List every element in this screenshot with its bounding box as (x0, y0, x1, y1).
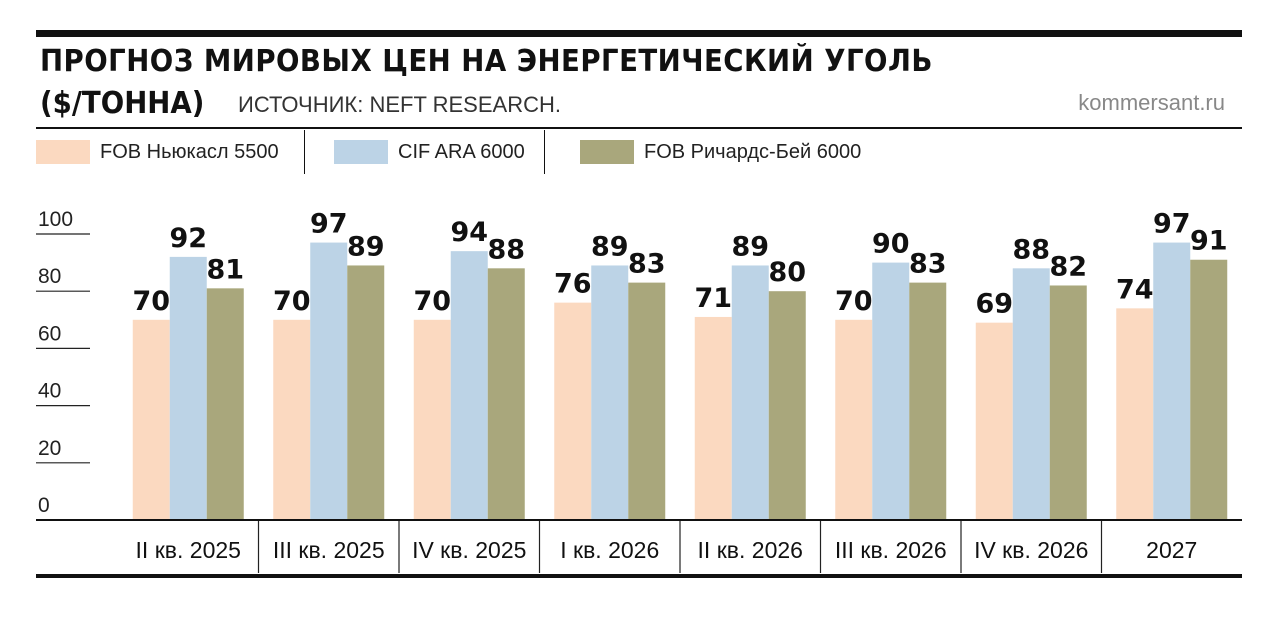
data-label: 89 (731, 231, 769, 262)
legend-swatch-richards-bay (580, 140, 634, 164)
y-tick-label: 20 (38, 437, 61, 460)
legend-separator (304, 130, 305, 174)
bar (413, 319, 451, 520)
data-label: 82 (1049, 251, 1087, 282)
x-category-label: IV кв. 2025 (412, 537, 526, 563)
y-tick-label: 100 (38, 208, 73, 231)
bar (768, 291, 806, 520)
bar (1049, 285, 1087, 520)
bottom-rule (36, 574, 1242, 578)
legend-separator (544, 130, 545, 174)
source-note: ИСТОЧНИК: NEFT RESEARCH. (238, 92, 561, 117)
data-label: 70 (132, 286, 170, 317)
data-label: 80 (768, 257, 806, 288)
legend-swatch-ara (334, 140, 388, 164)
chart-title: ПРОГНОЗ МИРОВЫХ ЦЕН НА ЭНЕРГЕТИЧЕСКИЙ УГ… (40, 44, 933, 79)
legend-label-ara: CIF ARA 6000 (398, 140, 525, 163)
bar (909, 282, 947, 520)
data-label: 88 (487, 234, 525, 265)
x-category-label: II кв. 2026 (698, 537, 803, 563)
data-label: 91 (1190, 226, 1228, 257)
bar (975, 322, 1013, 520)
y-tick-label: 40 (38, 380, 61, 403)
x-category-label: III кв. 2025 (273, 537, 385, 563)
bar (1012, 268, 1050, 520)
data-label: 94 (450, 217, 488, 248)
y-tick-label: 0 (38, 494, 50, 517)
data-label: 97 (1153, 209, 1191, 240)
bar (628, 282, 666, 520)
bar (554, 302, 592, 520)
top-rule (36, 30, 1242, 37)
data-label: 83 (628, 249, 666, 280)
legend: FOB Ньюкасл 5500 CIF ARA 6000 FOB Ричард… (36, 130, 936, 174)
data-label: 92 (169, 223, 207, 254)
bar (1116, 308, 1154, 520)
legend-swatch-newcastle (36, 140, 90, 164)
bar (450, 251, 488, 520)
data-label: 70 (273, 286, 311, 317)
data-label: 89 (591, 231, 629, 262)
bar (591, 265, 629, 520)
bar (310, 242, 348, 520)
x-category-label: I кв. 2026 (560, 537, 659, 563)
data-label: 70 (413, 286, 451, 317)
legend-label-newcastle: FOB Ньюкасл 5500 (100, 140, 279, 163)
bar (1153, 242, 1191, 520)
y-tick-label: 60 (38, 322, 61, 345)
legend-label-richards-bay: FOB Ричардс-Бей 6000 (644, 140, 862, 163)
data-label: 74 (1116, 274, 1154, 305)
data-label: 90 (872, 229, 910, 260)
legend-item-ara: CIF ARA 6000 (334, 130, 525, 174)
data-label: 88 (1012, 234, 1050, 265)
data-label: 97 (310, 209, 348, 240)
bar (1190, 259, 1228, 520)
bar (835, 319, 873, 520)
bar (206, 288, 244, 520)
header-divider (36, 127, 1242, 129)
data-label: 70 (835, 286, 873, 317)
x-category-label: IV кв. 2026 (974, 537, 1088, 563)
x-category-label: III кв. 2026 (835, 537, 947, 563)
legend-item-newcastle: FOB Ньюкасл 5500 (36, 130, 279, 174)
bar (273, 319, 311, 520)
bar (132, 319, 170, 520)
y-tick-label: 80 (38, 265, 61, 288)
bar (731, 265, 769, 520)
bar (872, 262, 910, 520)
data-label: 83 (909, 249, 947, 280)
x-category-label: II кв. 2025 (136, 537, 241, 563)
bar (169, 256, 207, 520)
data-label: 76 (554, 269, 592, 300)
bar (347, 265, 385, 520)
data-label: 71 (694, 283, 732, 314)
data-label: 81 (206, 254, 244, 285)
data-label: 89 (347, 231, 385, 262)
data-label: 69 (975, 289, 1013, 320)
chart-unit: ($/ТОННА) (40, 86, 205, 121)
x-category-label: 2027 (1146, 537, 1197, 563)
bar (694, 316, 732, 520)
legend-item-richards-bay: FOB Ричардс-Бей 6000 (580, 130, 861, 174)
bar (487, 268, 525, 520)
site-credit: kommersant.ru (1078, 90, 1225, 115)
